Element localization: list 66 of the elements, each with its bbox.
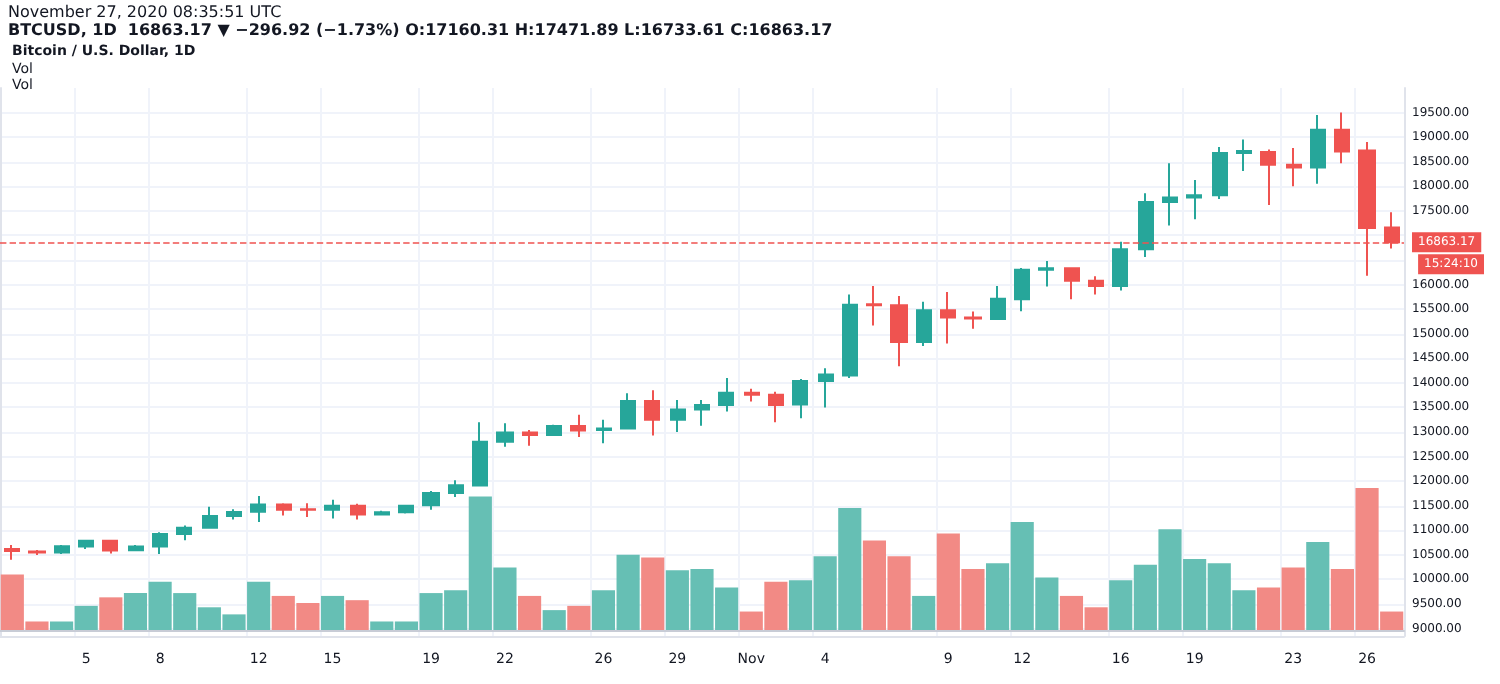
candlestick bbox=[300, 502, 316, 519]
candlestick bbox=[28, 548, 46, 556]
candlestick bbox=[546, 423, 562, 437]
candlestick bbox=[128, 544, 144, 552]
candlestick bbox=[1212, 145, 1228, 201]
candlestick bbox=[596, 418, 612, 445]
bar bbox=[542, 610, 566, 630]
candlestick bbox=[670, 399, 686, 434]
candlestick bbox=[448, 479, 464, 498]
candlestick bbox=[152, 531, 168, 555]
candlestick bbox=[1064, 267, 1080, 301]
candlestick bbox=[964, 310, 982, 330]
bar bbox=[641, 557, 665, 630]
candlestick bbox=[1038, 260, 1054, 288]
candlestick bbox=[694, 399, 710, 427]
candlestick bbox=[350, 502, 366, 521]
candlestick bbox=[792, 377, 808, 420]
candlestick bbox=[1260, 148, 1276, 206]
candlestick bbox=[472, 421, 488, 488]
bar bbox=[320, 595, 345, 630]
candlestick bbox=[768, 390, 784, 424]
candlestick bbox=[250, 494, 266, 523]
candlestick bbox=[1112, 240, 1128, 292]
candlestick bbox=[276, 502, 292, 517]
candlestick bbox=[226, 508, 242, 521]
text: November 27, 2020 08:35:51 UTC bbox=[8, 3, 283, 21]
candlestick bbox=[102, 539, 118, 555]
candlestick bbox=[1186, 178, 1202, 221]
candlestick bbox=[718, 376, 734, 413]
candlestick bbox=[54, 544, 70, 555]
bar bbox=[345, 600, 369, 630]
candlestick bbox=[176, 524, 192, 542]
candlestick bbox=[940, 290, 956, 345]
candlestick bbox=[324, 498, 340, 520]
candlestick bbox=[1310, 114, 1326, 185]
candlestick bbox=[570, 413, 586, 438]
bar bbox=[912, 595, 936, 630]
candlestick bbox=[1162, 162, 1178, 227]
bar bbox=[99, 597, 123, 630]
candlestick bbox=[620, 392, 636, 430]
candlestick bbox=[1286, 146, 1302, 188]
candlestick bbox=[744, 387, 760, 403]
candlestick bbox=[990, 285, 1006, 321]
candlestick bbox=[1014, 266, 1030, 313]
bar bbox=[1306, 541, 1330, 630]
candlestick bbox=[644, 389, 660, 437]
bar bbox=[518, 595, 542, 630]
candlestick bbox=[398, 504, 414, 515]
candlestick bbox=[866, 285, 882, 327]
candlestick bbox=[78, 539, 94, 551]
candlestick bbox=[522, 429, 538, 447]
candlestick bbox=[1138, 192, 1154, 259]
candlestick bbox=[4, 544, 20, 561]
bar bbox=[567, 605, 591, 630]
candlestick bbox=[496, 422, 514, 448]
candlestick bbox=[818, 367, 834, 409]
candlestick bbox=[916, 300, 932, 348]
candlestick bbox=[842, 293, 858, 379]
candlestick bbox=[374, 509, 390, 517]
chart-subtitle: BTCUSD, 1D 16863.17 ▼ −296.92 (−1.73%) O:17160.31 H:17471.89 L:16733.61 C:16863.17 bbox=[8, 21, 833, 39]
candlestick bbox=[1088, 275, 1104, 296]
candlestick bbox=[890, 294, 908, 368]
candlestick bbox=[1334, 111, 1350, 165]
candlestick bbox=[1236, 138, 1252, 173]
candlestick bbox=[422, 490, 440, 511]
candlestick bbox=[202, 505, 218, 529]
